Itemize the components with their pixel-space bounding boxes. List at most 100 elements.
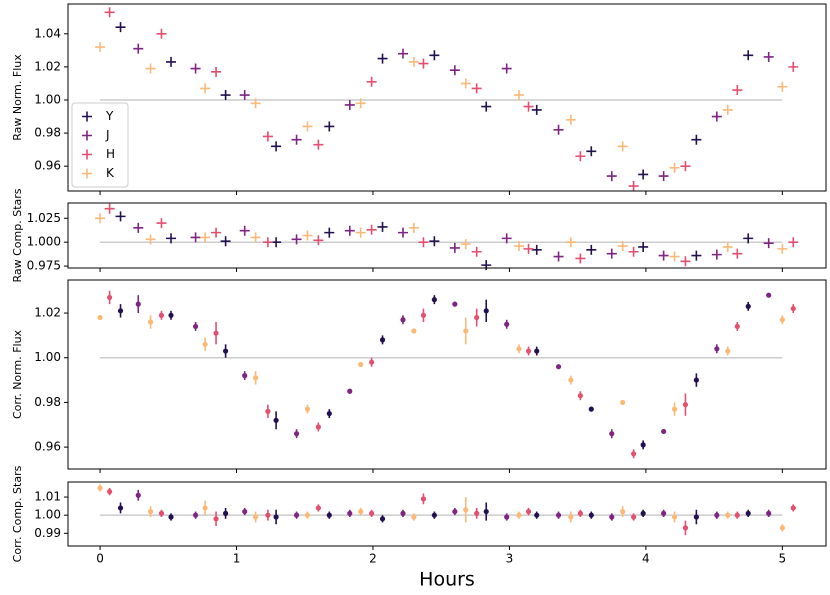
data-point bbox=[504, 514, 510, 520]
data-point bbox=[379, 337, 386, 343]
y-axis-label: Corr. Comp. Stars bbox=[11, 465, 24, 562]
data-point bbox=[133, 43, 144, 54]
data-point bbox=[525, 348, 532, 354]
data-point bbox=[147, 508, 154, 515]
data-point bbox=[408, 56, 419, 67]
data-point bbox=[609, 431, 615, 437]
data-point bbox=[411, 328, 417, 334]
data-point bbox=[324, 227, 335, 238]
data-point bbox=[763, 238, 774, 249]
y-tick-label: 0.96 bbox=[34, 440, 61, 454]
data-point bbox=[620, 399, 626, 406]
data-point bbox=[293, 431, 300, 437]
data-point bbox=[302, 121, 313, 132]
data-point bbox=[315, 424, 321, 430]
data-point bbox=[242, 373, 248, 379]
y-axis-label: Raw Norm. Flux bbox=[11, 54, 24, 141]
data-point bbox=[763, 51, 774, 62]
data-point bbox=[575, 151, 586, 162]
data-point bbox=[691, 250, 702, 261]
y-tick-label: 1.02 bbox=[34, 306, 61, 320]
legend-label: J bbox=[105, 128, 110, 142]
data-point bbox=[220, 90, 231, 101]
data-point bbox=[606, 171, 617, 182]
data-point bbox=[671, 514, 678, 520]
data-point bbox=[531, 104, 542, 115]
data-point bbox=[358, 508, 364, 515]
data-point bbox=[460, 239, 471, 250]
data-point bbox=[483, 508, 489, 515]
data-point bbox=[213, 330, 219, 336]
data-point bbox=[743, 50, 754, 61]
data-point bbox=[239, 90, 250, 101]
data-point bbox=[661, 428, 667, 435]
data-point bbox=[315, 505, 321, 511]
data-point bbox=[326, 410, 332, 417]
data-point bbox=[682, 402, 689, 408]
data-point bbox=[145, 63, 156, 74]
data-point bbox=[366, 224, 377, 235]
data-point bbox=[420, 312, 427, 318]
data-point bbox=[304, 512, 311, 518]
data-point bbox=[397, 227, 408, 238]
data-point bbox=[147, 319, 154, 325]
data-point bbox=[523, 243, 534, 254]
data-point bbox=[577, 393, 583, 399]
x-tick-label: 0 bbox=[96, 552, 104, 566]
data-point bbox=[577, 510, 583, 516]
y-tick-label: 1.000 bbox=[27, 235, 61, 249]
plot-frame bbox=[67, 3, 827, 192]
legend-label: K bbox=[106, 166, 115, 180]
plot-frame bbox=[67, 279, 827, 470]
data-point bbox=[714, 512, 720, 518]
data-point bbox=[790, 505, 796, 511]
data-point bbox=[192, 512, 199, 518]
data-point bbox=[513, 90, 524, 101]
data-point bbox=[326, 512, 332, 518]
data-point bbox=[213, 516, 219, 522]
data-point bbox=[734, 323, 740, 330]
data-point bbox=[725, 512, 731, 518]
y-tick-label: 0.99 bbox=[34, 526, 61, 540]
data-point bbox=[661, 510, 667, 516]
y-tick-label: 1.02 bbox=[34, 59, 61, 73]
data-point bbox=[779, 525, 785, 531]
data-point bbox=[682, 525, 689, 531]
data-point bbox=[420, 496, 427, 502]
data-point bbox=[104, 7, 115, 18]
data-point bbox=[638, 241, 649, 252]
data-point bbox=[431, 297, 437, 303]
data-point bbox=[429, 50, 440, 61]
data-point bbox=[474, 510, 480, 516]
data-point bbox=[463, 328, 469, 334]
data-point bbox=[262, 131, 273, 142]
data-point bbox=[313, 139, 324, 150]
data-point bbox=[575, 253, 586, 264]
data-point bbox=[516, 512, 522, 518]
data-point bbox=[200, 232, 211, 243]
legend-box bbox=[71, 102, 129, 188]
data-point bbox=[411, 514, 417, 520]
data-point bbox=[95, 213, 106, 224]
data-point bbox=[711, 111, 722, 122]
data-point bbox=[734, 512, 740, 518]
data-point bbox=[640, 442, 646, 448]
data-point bbox=[471, 83, 482, 94]
data-point bbox=[449, 242, 460, 253]
data-point bbox=[669, 162, 680, 173]
data-point bbox=[107, 294, 113, 301]
legend-marker bbox=[82, 130, 92, 141]
data-point bbox=[722, 241, 733, 252]
data-point bbox=[97, 485, 103, 491]
data-point bbox=[565, 237, 576, 248]
data-point bbox=[400, 510, 406, 516]
data-point bbox=[777, 81, 788, 92]
data-point bbox=[166, 233, 177, 244]
data-point bbox=[628, 181, 639, 192]
data-point bbox=[211, 227, 222, 238]
data-point bbox=[135, 301, 141, 307]
y-tick-label: 1.04 bbox=[34, 26, 61, 40]
data-point bbox=[617, 241, 628, 252]
data-point bbox=[145, 234, 156, 245]
